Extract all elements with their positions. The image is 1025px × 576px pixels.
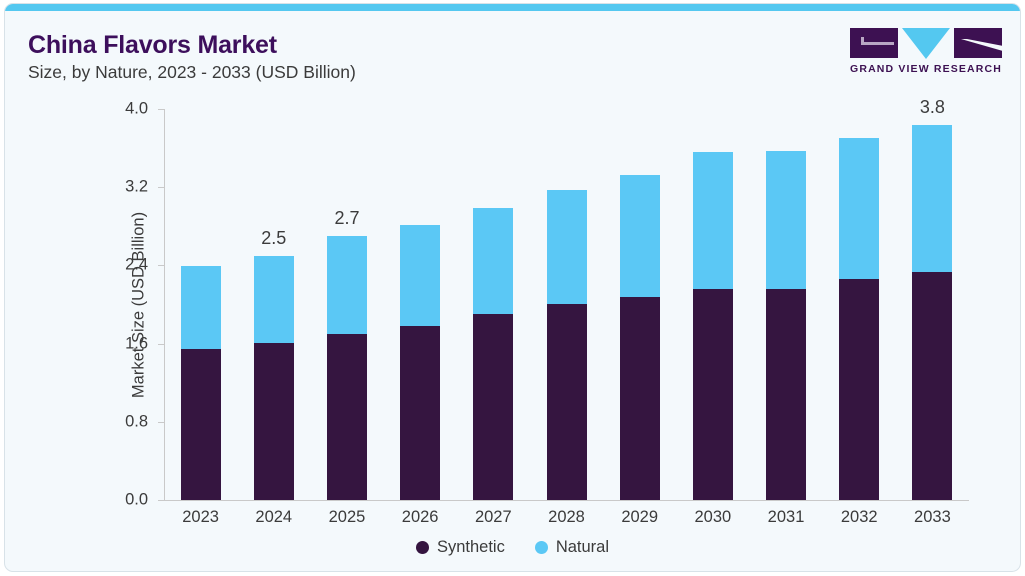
y-axis-tick: 2.4 — [125, 256, 164, 274]
x-axis-tick-label: 2027 — [474, 508, 512, 526]
y-axis-line — [164, 109, 165, 500]
bar-segment-natural[interactable] — [546, 190, 587, 304]
y-axis-tick: 0.8 — [125, 412, 164, 430]
bar-value-label: 2.5 — [261, 227, 287, 248]
x-axis-tick-label: 2028 — [548, 508, 585, 526]
legend-item[interactable]: Natural — [534, 538, 610, 557]
bar-segment-natural[interactable] — [253, 255, 294, 343]
bar-group[interactable] — [619, 109, 660, 500]
y-axis-tick-label: 0.0 — [125, 490, 148, 509]
x-axis-tick-label: 2026 — [401, 508, 439, 526]
x-axis-line — [164, 500, 969, 501]
bar-segment-natural[interactable] — [180, 266, 221, 349]
bar-group[interactable]: 2.7 — [326, 109, 367, 500]
grand-view-research-logo: GRAND VIEW RESEARCH — [850, 28, 1002, 78]
chart-card: China Flavors Market Size, by Nature, 20… — [4, 3, 1021, 572]
legend-label: Natural — [555, 538, 610, 556]
y-axis-tick-label: 0.8 — [125, 412, 148, 431]
x-axis-tick-label: 2031 — [767, 508, 805, 526]
chart-legend: Synthetic Natural — [5, 538, 1020, 557]
bar-value-label: 2.7 — [334, 208, 360, 229]
bar-segment-synthetic[interactable] — [839, 279, 880, 500]
bar-group[interactable] — [400, 109, 441, 500]
bar-segment-natural[interactable] — [326, 236, 367, 334]
chart-plot-area: Market Size (USD Billion) 0.0 0.8 1.6 2.4 3.… — [125, 97, 969, 526]
y-axis-tick-label: 2.4 — [125, 255, 148, 274]
bar-group[interactable] — [766, 109, 807, 500]
logo-g-bar-icon — [861, 42, 894, 45]
legend-label: Synthetic — [436, 538, 505, 556]
y-axis-tick: 3.2 — [125, 178, 164, 196]
bar-group[interactable] — [692, 109, 733, 500]
bar-group[interactable] — [180, 109, 221, 500]
bar-segment-synthetic[interactable] — [912, 272, 953, 500]
logo-g-tick-icon — [861, 37, 864, 43]
legend-swatch-icon — [415, 541, 429, 554]
bar-segment-synthetic[interactable] — [326, 333, 367, 500]
bar-segment-natural[interactable] — [839, 138, 880, 280]
bar-group[interactable]: 3.8 — [912, 97, 953, 500]
y-axis-tick: 4.0 — [125, 100, 164, 118]
x-axis-tick-label: 2030 — [694, 508, 732, 526]
legend-item[interactable]: Synthetic — [415, 538, 505, 557]
bar-group[interactable] — [473, 109, 514, 500]
x-axis-tick-label: 2029 — [621, 508, 659, 526]
bar-value-label: 3.8 — [919, 96, 945, 117]
y-axis-tick-label: 1.6 — [125, 334, 148, 353]
legend-swatch-icon — [534, 541, 548, 554]
bar-group[interactable] — [546, 109, 587, 500]
logo-g-block-icon — [850, 28, 898, 58]
bar-segment-synthetic[interactable] — [546, 303, 587, 500]
bar-segment-synthetic[interactable] — [180, 348, 221, 500]
bar-group[interactable]: 2.5 — [253, 109, 294, 500]
x-axis-tick-label: 2024 — [255, 508, 293, 526]
page-title: China Flavors Market — [28, 31, 277, 59]
y-axis-tick: 1.6 — [125, 334, 164, 352]
logo-r-slash-icon — [961, 39, 1002, 51]
page-subtitle: Size, by Nature, 2023 - 2033 (USD Billio… — [28, 62, 356, 82]
logo-r-block-icon — [954, 28, 1002, 58]
logo-wordmark: GRAND VIEW RESEARCH — [850, 63, 1002, 75]
bar-segment-synthetic[interactable] — [253, 342, 294, 500]
y-axis-tick-label: 3.2 — [125, 177, 148, 196]
logo-marks — [850, 28, 1002, 59]
y-axis-tick: 0.0 — [125, 491, 164, 509]
x-axis-tick-label: 2023 — [182, 508, 219, 526]
logo-v-triangle-icon — [902, 28, 950, 59]
x-axis-tick-label: 2033 — [914, 508, 951, 526]
x-axis-tick-label: 2032 — [840, 508, 878, 526]
bar-segment-natural[interactable] — [619, 174, 660, 297]
bar-segment-synthetic[interactable] — [766, 288, 807, 500]
bar-group[interactable] — [839, 109, 880, 500]
card-top-accent-bar — [5, 4, 1020, 11]
bar-segment-synthetic[interactable] — [619, 296, 660, 500]
y-axis-tick-label: 4.0 — [125, 99, 148, 118]
y-axis-title: Market Size (USD Billion) — [129, 211, 148, 398]
bar-segment-synthetic[interactable] — [400, 326, 441, 500]
x-axis-tick-label: 2025 — [328, 508, 366, 526]
bar-segment-natural[interactable] — [692, 152, 733, 289]
bar-segment-natural[interactable] — [766, 151, 807, 289]
bar-segment-natural[interactable] — [473, 207, 514, 315]
bar-segment-synthetic[interactable] — [473, 314, 514, 500]
bar-segment-natural[interactable] — [400, 225, 441, 327]
bar-segment-natural[interactable] — [912, 124, 953, 273]
bar-segment-synthetic[interactable] — [692, 288, 733, 500]
